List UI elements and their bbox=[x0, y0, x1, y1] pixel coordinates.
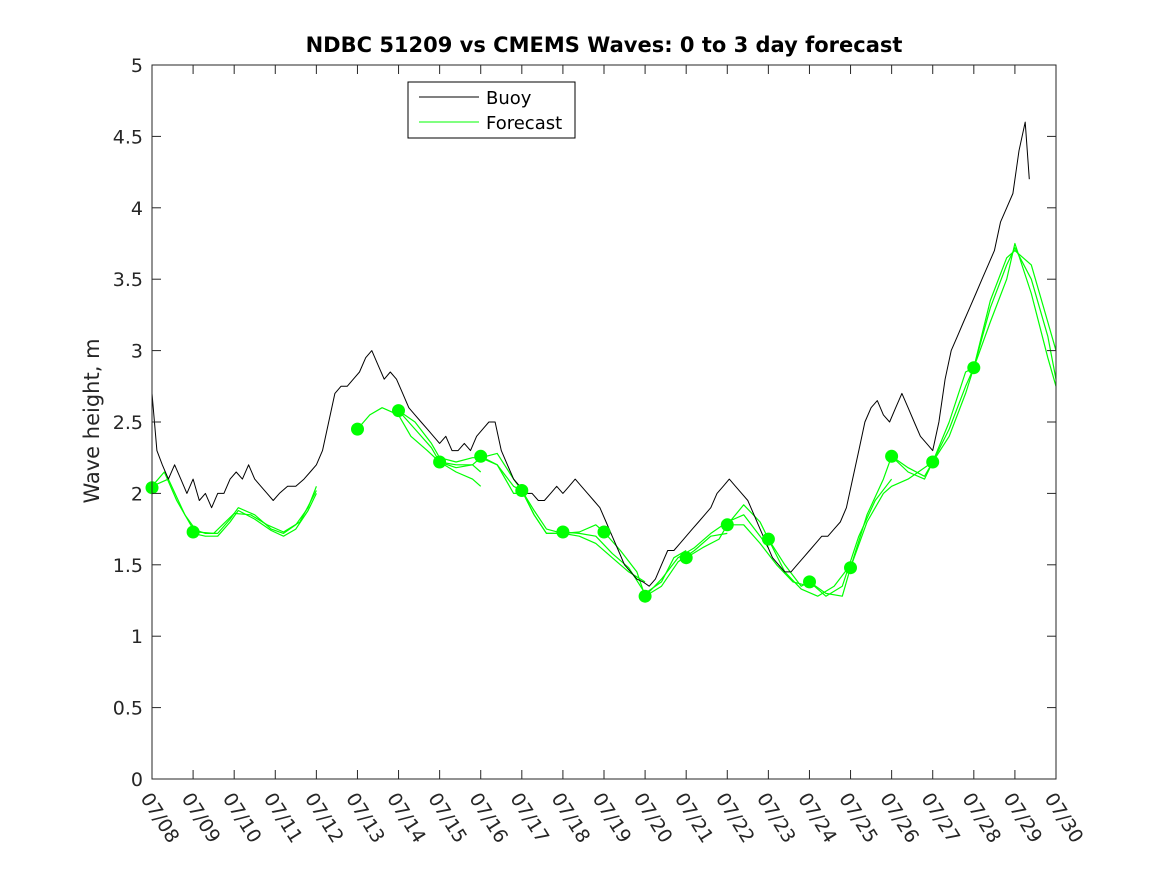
y-tick-label: 1 bbox=[131, 626, 143, 648]
forecast-line bbox=[562, 531, 687, 595]
forecast-marker bbox=[844, 561, 857, 575]
y-tick-label: 2.5 bbox=[113, 412, 143, 434]
forecast-marker bbox=[474, 449, 488, 463]
y-tick-label: 4.5 bbox=[113, 126, 143, 148]
forecast-marker bbox=[597, 525, 611, 539]
forecast-line bbox=[849, 367, 975, 568]
y-tick-label: 3 bbox=[131, 341, 143, 363]
forecast-line bbox=[932, 242, 1057, 463]
y-tick-label: 1.5 bbox=[113, 555, 143, 577]
y-tick-label: 2 bbox=[131, 483, 143, 505]
forecast-line bbox=[192, 493, 317, 537]
forecast-line bbox=[357, 407, 482, 473]
forecast-marker bbox=[720, 518, 734, 532]
forecast-line bbox=[151, 478, 317, 535]
forecast-marker bbox=[761, 532, 775, 546]
legend-label-forecast: Forecast bbox=[486, 113, 562, 134]
forecast-line bbox=[398, 410, 522, 494]
forecast-marker bbox=[351, 422, 364, 436]
forecast-marker bbox=[392, 404, 405, 418]
y-axis-label: Wave height, m bbox=[80, 338, 104, 503]
y-tick-label: 0.5 bbox=[113, 698, 143, 720]
forecast-line bbox=[521, 490, 646, 583]
forecast-line bbox=[973, 250, 1057, 368]
forecast-marker bbox=[638, 589, 652, 603]
forecast-marker bbox=[803, 575, 816, 589]
y-tick-label: 3.5 bbox=[113, 269, 143, 291]
forecast-line bbox=[685, 524, 810, 587]
y-tick-label: 0 bbox=[131, 769, 143, 791]
forecast-marker bbox=[433, 455, 447, 469]
forecast-marker bbox=[556, 525, 570, 539]
forecast-line bbox=[603, 531, 728, 597]
buoy-line bbox=[151, 121, 1030, 587]
legend-label-buoy: Buoy bbox=[486, 88, 532, 109]
forecast-marker bbox=[515, 484, 529, 497]
forecast-line bbox=[480, 455, 605, 535]
legend-box bbox=[407, 81, 576, 139]
legend: Buoy Forecast bbox=[407, 81, 576, 139]
forecast-line bbox=[809, 461, 934, 597]
forecast-marker bbox=[186, 525, 200, 539]
forecast-line bbox=[644, 514, 769, 597]
forecast-marker bbox=[926, 455, 940, 469]
y-tick-label: 4 bbox=[131, 198, 143, 220]
plot-area bbox=[145, 121, 1057, 603]
chart-title: NDBC 51209 vs CMEMS Waves: 0 to 3 day fo… bbox=[306, 33, 903, 57]
forecast-marker bbox=[967, 361, 981, 375]
y-tick-label: 5 bbox=[131, 55, 143, 77]
forecast-marker bbox=[885, 449, 899, 463]
forecast-marker bbox=[679, 551, 693, 565]
